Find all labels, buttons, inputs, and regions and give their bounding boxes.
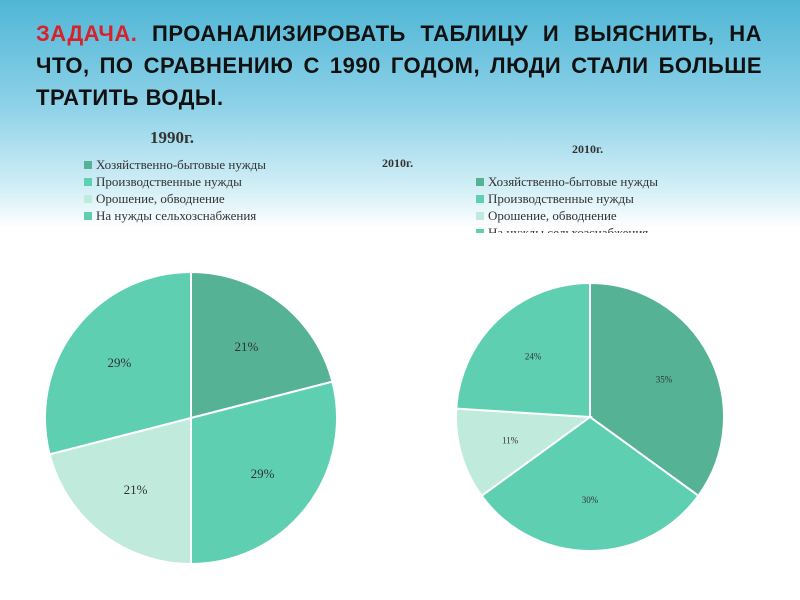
task-label: ЗАДАЧА. bbox=[36, 21, 138, 46]
legend-label: На нужды сельхозснабжения bbox=[96, 208, 257, 223]
middle-title: 2010г. bbox=[382, 156, 414, 170]
legend-label: Хозяйственно-бытовые нужды bbox=[488, 174, 659, 189]
legend-item: Хозяйственно-бытовые нужды bbox=[476, 173, 658, 190]
pie-slice bbox=[190, 270, 334, 420]
legend-swatch bbox=[84, 177, 92, 186]
legend-1990: 1990г. Хозяйственно-бытовые нужды Произв… bbox=[84, 128, 266, 224]
legend-swatch bbox=[476, 228, 484, 237]
pie-slice bbox=[455, 407, 593, 498]
legend-label: Хозяйственно-бытовые нужды bbox=[96, 157, 267, 172]
pie-slice bbox=[455, 281, 591, 419]
task-statement: ЗАДАЧА. ПРОАНАЛИЗИРОВАТЬ ТАБЛИЦУ И ВЫЯСН… bbox=[36, 18, 762, 114]
legend-item: Производственные нужды bbox=[84, 173, 266, 190]
slice-label: 30% bbox=[582, 495, 599, 505]
slice-label: 21% bbox=[124, 482, 148, 497]
pie-slice bbox=[480, 415, 700, 552]
chart-title-1990: 1990г. bbox=[150, 128, 195, 147]
legend-item: Производственные нужды bbox=[476, 190, 658, 207]
pie-slice bbox=[44, 270, 192, 456]
legend-label: Производственные нужды bbox=[488, 191, 634, 206]
task-text: ПРОАНАЛИЗИРОВАТЬ ТАБЛИЦУ И ВЫЯСНИТЬ, НА … bbox=[36, 21, 762, 110]
slice-label: 24% bbox=[525, 352, 542, 362]
slice-label: 29% bbox=[251, 466, 275, 481]
pie-slice bbox=[589, 281, 725, 498]
slice-label: 29% bbox=[108, 355, 132, 370]
legend-item: Орошение, обводнение bbox=[84, 190, 266, 207]
legend-label: Орошение, обводнение bbox=[488, 208, 617, 223]
chart-title-2010: 2010г. bbox=[572, 142, 604, 156]
pie-slice bbox=[48, 416, 192, 566]
legend-item: Хозяйственно-бытовые нужды bbox=[84, 156, 266, 173]
legend-swatch bbox=[476, 177, 484, 186]
legend-item: Орошение, обводнение bbox=[476, 207, 658, 224]
legend-label: Орошение, обводнение bbox=[96, 191, 225, 206]
slice-label: 35% bbox=[656, 374, 673, 384]
legend-label: Производственные нужды bbox=[96, 174, 242, 189]
slice-label: 11% bbox=[502, 435, 519, 445]
pie-slice bbox=[190, 380, 338, 566]
legend-item: На нужды сельхозснабжения bbox=[84, 207, 266, 224]
legend-swatch bbox=[476, 211, 484, 220]
legend-swatch bbox=[84, 211, 92, 220]
legend-swatch bbox=[84, 194, 92, 203]
slice-label: 21% bbox=[235, 339, 259, 354]
legend-swatch bbox=[476, 194, 484, 203]
legend-swatch bbox=[84, 160, 92, 169]
